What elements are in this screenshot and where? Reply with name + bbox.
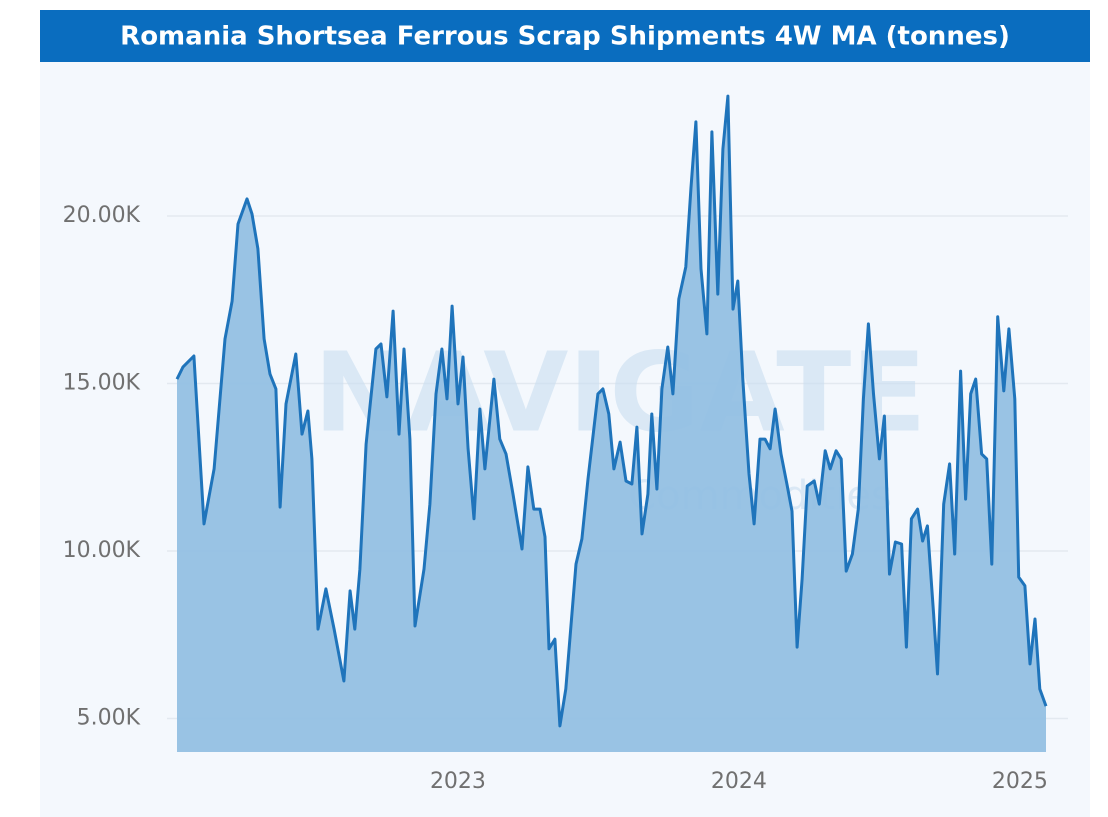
title-bar — [40, 10, 1090, 62]
x-tick-label: 2024 — [711, 769, 767, 794]
y-tick-label: 5.00K — [77, 706, 141, 731]
x-tick-label: 2025 — [992, 769, 1048, 794]
chart-title: Romania Shortsea Ferrous Scrap Shipments… — [120, 22, 1010, 52]
y-tick-label: 10.00K — [63, 538, 141, 563]
watermark: NAVIGATE — [314, 328, 927, 456]
x-tick-label: 2023 — [430, 769, 486, 794]
y-tick-label: 20.00K — [63, 203, 141, 228]
area-fill — [177, 96, 1046, 753]
y-tick-label: 15.00K — [63, 371, 141, 396]
area-line — [175, 94, 1048, 728]
